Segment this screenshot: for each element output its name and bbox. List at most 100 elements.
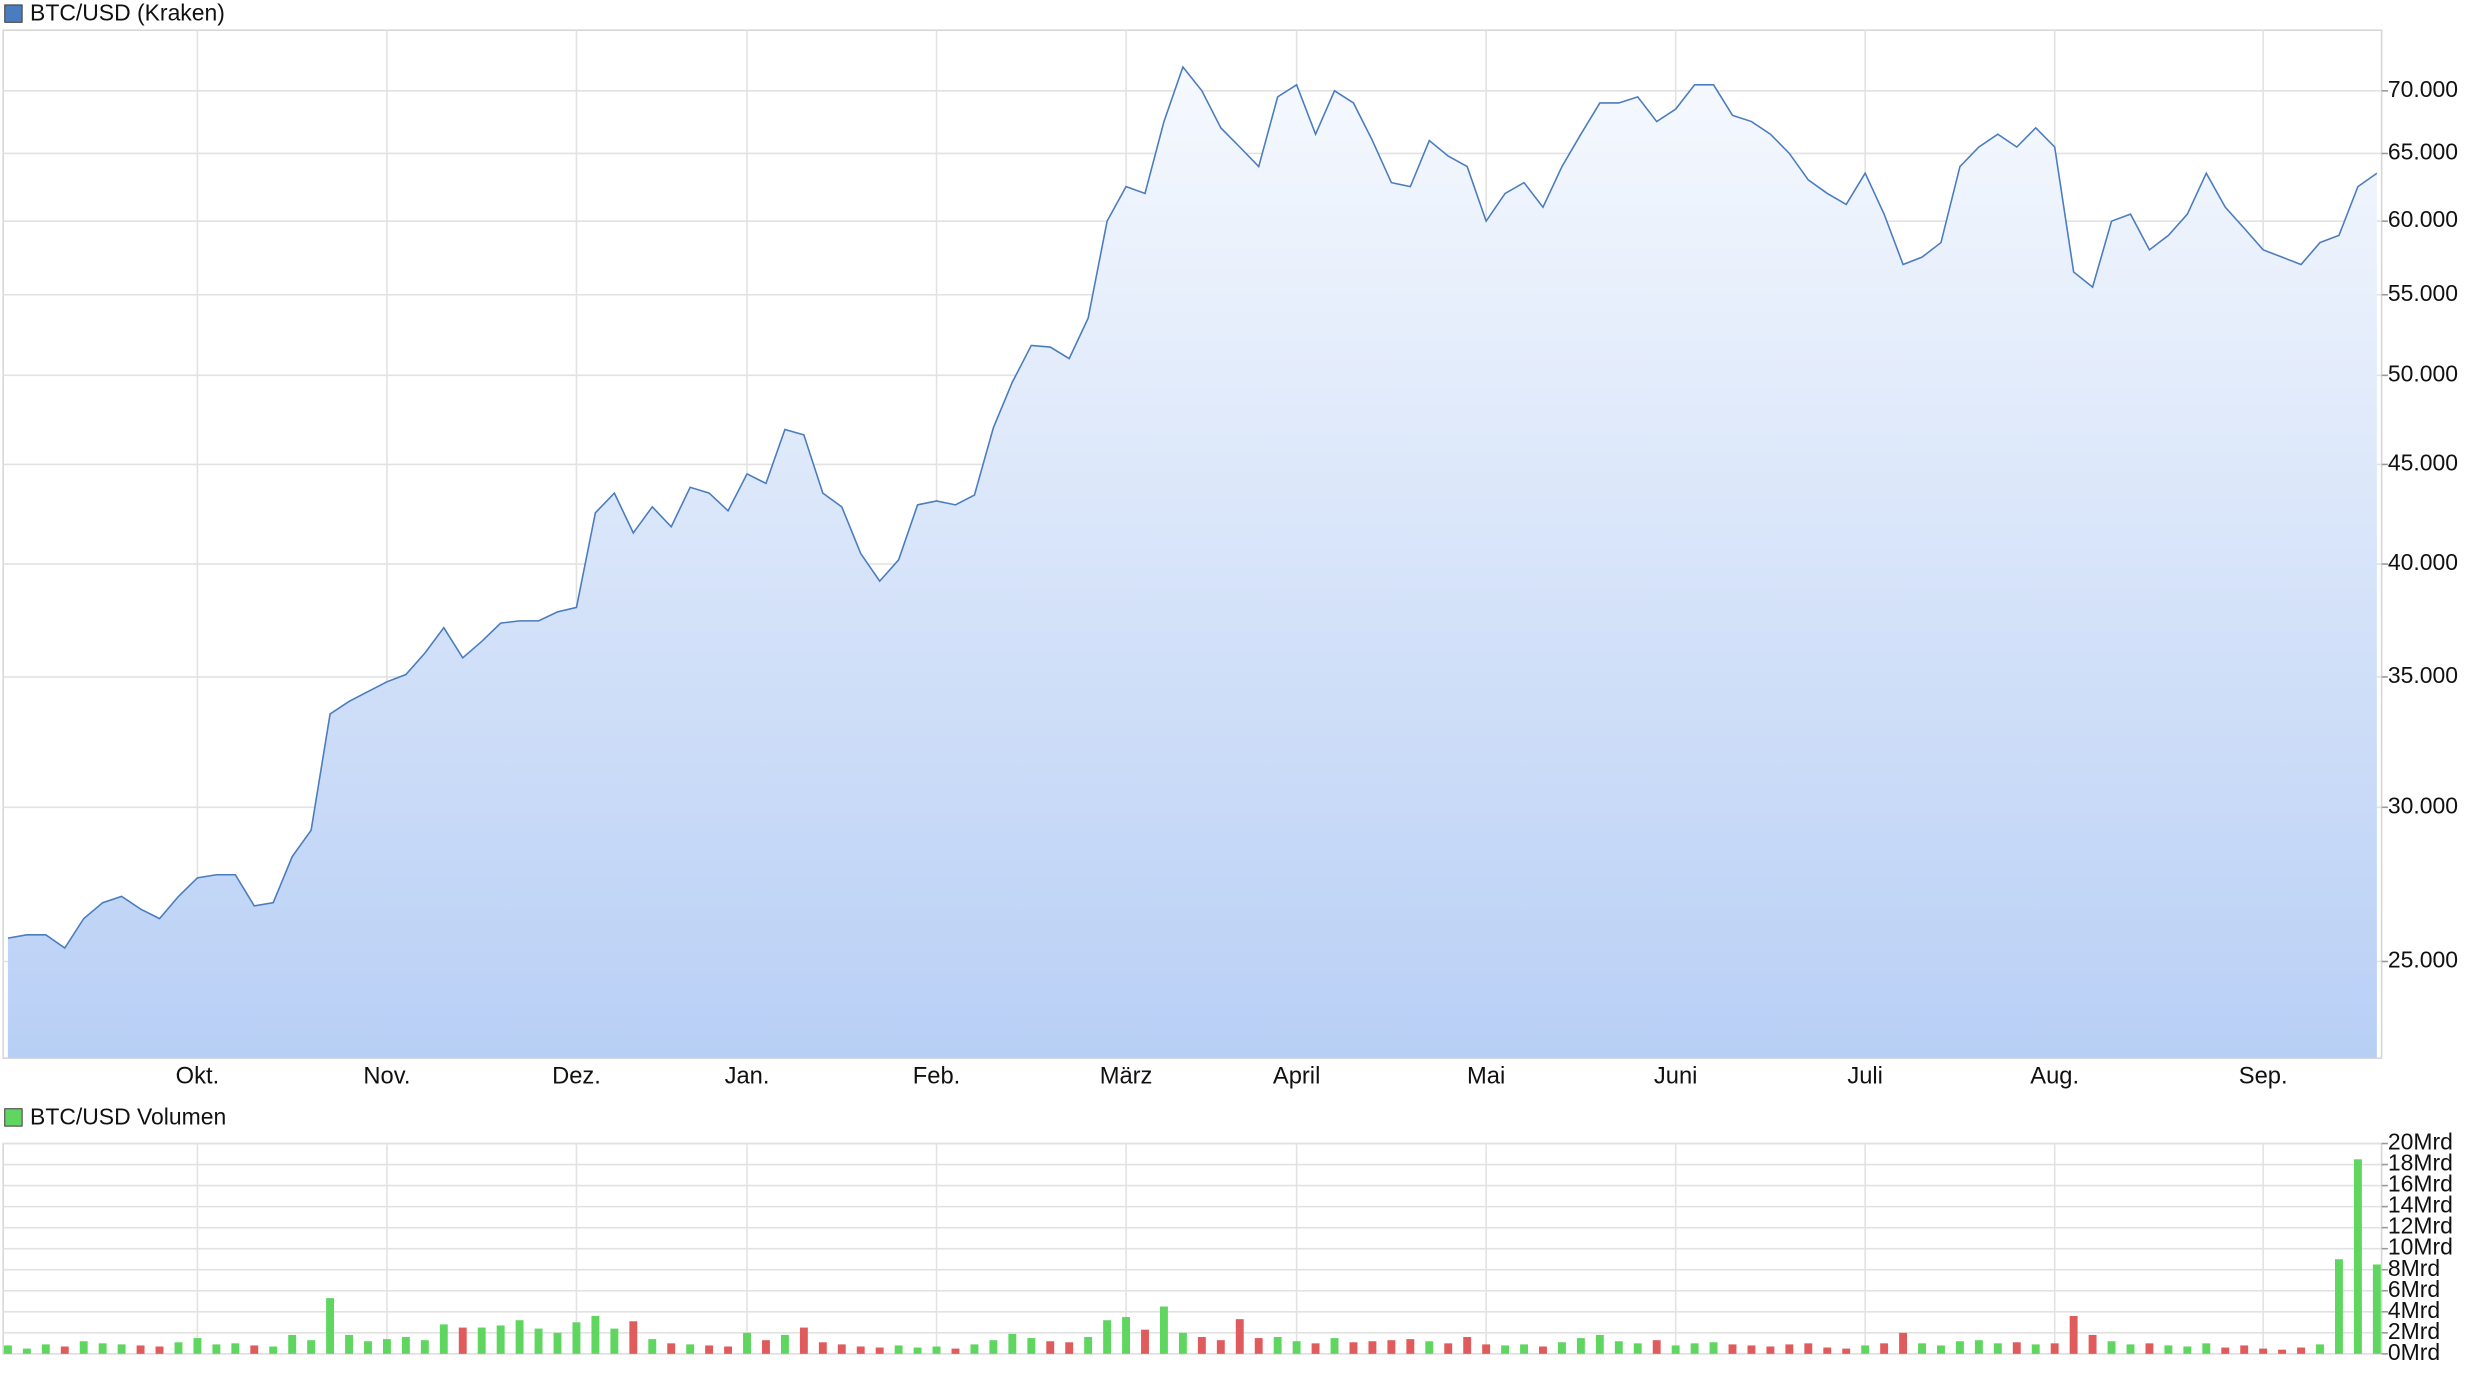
volume-bar	[439, 1324, 448, 1354]
volume-bar	[458, 1327, 467, 1354]
volume-bar	[2050, 1343, 2059, 1354]
volume-bar	[1425, 1341, 1434, 1354]
volume-bar	[1709, 1342, 1718, 1354]
volume-bar	[1557, 1342, 1566, 1354]
y-tick-label: 10Mrd	[2388, 1234, 2453, 1260]
legend-swatch	[4, 4, 23, 23]
volume-bar	[2088, 1334, 2097, 1354]
volume-bar	[1311, 1343, 1320, 1354]
y-tick-label: 6Mrd	[2388, 1276, 2440, 1302]
volume-bar	[1065, 1342, 1074, 1354]
volume-bar	[1349, 1342, 1358, 1354]
volume-bar	[1918, 1343, 1926, 1354]
volume-bar	[364, 1341, 372, 1354]
y-tick-label: 14Mrd	[2388, 1192, 2453, 1218]
volume-bar	[2107, 1341, 2116, 1354]
volume-bar	[2221, 1347, 2230, 1354]
y-tick-label: 55.000	[2388, 280, 2458, 306]
x-tick-label: Jan.	[725, 1063, 770, 1089]
legend-label: BTC/USD Volumen	[30, 1103, 226, 1129]
volume-bar	[1463, 1337, 1472, 1354]
volume-bar	[60, 1346, 69, 1354]
y-tick-label: 60.000	[2388, 206, 2458, 232]
volume-bar	[989, 1340, 998, 1354]
volume-bar	[799, 1327, 808, 1354]
volume-bar	[2012, 1342, 2021, 1354]
volume-bar	[288, 1334, 297, 1354]
volume-bar	[667, 1343, 676, 1354]
volume-bar	[2069, 1315, 2078, 1354]
volume-bar	[1160, 1306, 1168, 1354]
x-tick-label: März	[1100, 1063, 1153, 1089]
x-tick-label: Okt.	[176, 1063, 219, 1089]
volume-bar	[2183, 1346, 2192, 1354]
volume-bar	[401, 1337, 410, 1354]
volume-bar	[1008, 1333, 1017, 1354]
volume-bar	[1576, 1338, 1585, 1354]
volume-bar	[1785, 1344, 1794, 1354]
volume-bar	[837, 1344, 846, 1354]
volume-bar	[724, 1346, 733, 1354]
volume-bar	[1084, 1337, 1093, 1354]
volume-bar	[856, 1346, 865, 1354]
volume-bar	[515, 1320, 524, 1354]
volume-bar	[22, 1348, 31, 1354]
volume-bar	[1273, 1337, 1282, 1354]
volume-bar	[1728, 1344, 1737, 1354]
volume-bar	[2202, 1343, 2211, 1354]
volume-bar	[1993, 1343, 2002, 1354]
volume-bar	[1178, 1332, 1187, 1354]
volume-bar	[41, 1344, 50, 1354]
volume-bar	[1861, 1345, 1870, 1354]
volume-bar	[648, 1339, 657, 1354]
volume-bar	[2353, 1159, 2362, 1354]
y-tick-label: 0Mrd	[2388, 1339, 2440, 1365]
volume-bar	[231, 1343, 240, 1354]
x-tick-label: Feb.	[913, 1063, 960, 1089]
volume-bar	[894, 1345, 903, 1354]
x-tick-label: April	[1273, 1063, 1320, 1089]
x-tick-label: Nov.	[363, 1063, 410, 1089]
volume-bar	[2145, 1343, 2154, 1354]
volume-bar	[250, 1345, 259, 1354]
y-tick-label: 2Mrd	[2388, 1318, 2440, 1344]
price-line	[7, 65, 2378, 950]
volume-bar	[553, 1332, 562, 1354]
volume-bar	[1482, 1344, 1491, 1354]
volume-bar	[2335, 1259, 2343, 1354]
volume-bar	[1197, 1337, 1206, 1354]
volume-bar	[2316, 1344, 2324, 1354]
y-tick-label: 18Mrd	[2388, 1150, 2453, 1176]
y-tick-label: 4Mrd	[2388, 1297, 2440, 1323]
volume-bar	[1027, 1338, 1036, 1354]
volume-bar	[1633, 1343, 1642, 1354]
volume-bar	[1406, 1339, 1415, 1354]
volume-bar	[1595, 1334, 1604, 1354]
y-tick-label: 50.000	[2388, 360, 2458, 386]
x-tick-label: Mai	[1467, 1063, 1505, 1089]
volume-bar	[2031, 1344, 2040, 1354]
volume-bar	[1671, 1345, 1680, 1354]
volume-bar	[117, 1344, 126, 1354]
volume-bar	[307, 1340, 316, 1354]
volume-bar	[970, 1344, 979, 1354]
volume-bar	[1444, 1343, 1453, 1354]
y-tick-label: 12Mrd	[2388, 1213, 2453, 1239]
volume-bar	[1122, 1317, 1131, 1354]
volume-bar	[269, 1346, 278, 1354]
volume-bar	[705, 1345, 714, 1354]
volume-bar	[136, 1345, 145, 1354]
volume-bar	[193, 1338, 202, 1354]
volume-bar	[1235, 1319, 1244, 1354]
volume-bar	[1046, 1341, 1055, 1354]
volume-bar	[1539, 1346, 1547, 1354]
volume-bar	[686, 1344, 695, 1354]
volume-bar	[2259, 1348, 2268, 1354]
volume-bar	[382, 1339, 391, 1354]
volume-bar	[2240, 1345, 2249, 1354]
x-tick-label: Sep.	[2239, 1063, 2288, 1089]
volume-bar	[174, 1342, 183, 1354]
volume-bar	[1899, 1332, 1908, 1354]
volume-bar	[1842, 1348, 1851, 1354]
